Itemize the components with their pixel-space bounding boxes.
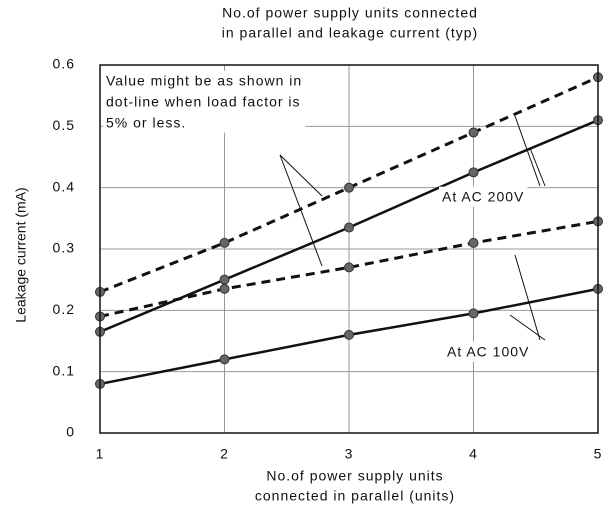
x-tick-label: 2 [220,446,229,462]
data-point [219,237,230,248]
series-layer [95,72,603,389]
pointer [279,154,323,197]
x-tick-label: 3 [345,446,354,462]
y-tick-label: 0.6 [53,56,75,72]
chart-title: in parallel and leakage current (typ) [222,25,478,41]
annotation: At AC 100V [444,341,533,362]
y-tick-label: 0.1 [53,362,75,378]
x-tick-label: 4 [469,446,478,462]
x-axis-label: No.of power supply units [266,468,443,484]
data-point [219,274,230,285]
x-tick-label: 5 [594,446,603,462]
data-point [219,283,230,294]
data-point [344,182,354,193]
annotation-text: Value might be as shown in [106,73,302,89]
annotation-text: At AC 200V [442,189,524,205]
y-tick-label: 0.4 [53,178,75,194]
data-point [344,329,354,340]
pointer [509,314,546,341]
data-point [468,308,479,319]
y-tick-label: 0.2 [53,301,75,317]
annotation: At AC 200V [439,186,528,207]
series-line [99,219,599,318]
y-tick-label: 0.3 [53,240,75,256]
x-tick-label: 1 [96,446,105,462]
pointer [529,147,546,187]
data-point [344,222,354,233]
data-point [468,167,479,178]
annotation-bg [439,186,528,207]
y-axis-label: Leakage current (mA) [13,187,29,322]
data-point [468,127,479,138]
annotation-text: At AC 100V [447,344,529,360]
data-point [219,354,230,365]
annotation: Value might be as shown in dot-line when … [103,70,306,133]
plot-frame [99,64,599,434]
y-tick-label: 0.5 [53,117,75,133]
annotation-bg [444,341,533,362]
data-point [468,237,479,248]
annotation-text: 5% or less. [106,115,186,131]
chart-title: No.of power supply units connected [222,5,478,21]
y-tick-label: 0 [66,424,75,440]
pointer [514,254,541,341]
x-axis-label: connected in parallel (units) [255,488,455,504]
data-point [344,262,354,273]
annotation-bg [103,70,306,133]
annotation-text: dot-line when load factor is [106,94,301,110]
